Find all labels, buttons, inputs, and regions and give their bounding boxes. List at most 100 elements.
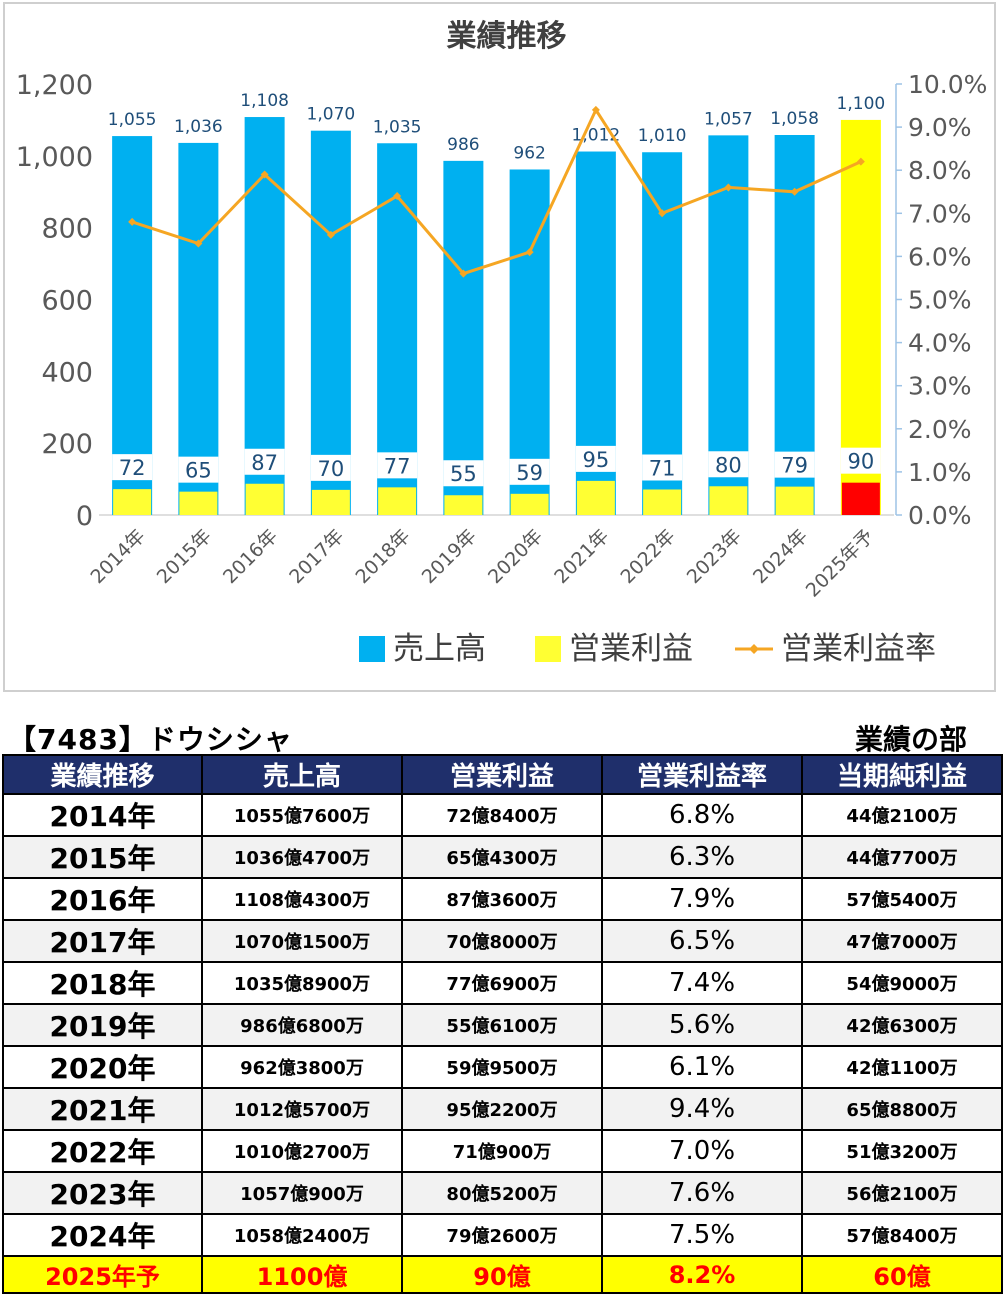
- table-cell: 2019年: [2, 1003, 203, 1047]
- table-header: 業績推移 売上高 営業利益 営業利益率 当期純利益: [2, 754, 1003, 795]
- table-cell: 7.0%: [601, 1129, 803, 1173]
- bar-sales-label: 1,100: [837, 94, 886, 114]
- table-row: 2018年 1035億8900万 77億6900万 7.4% 54億9000万: [2, 961, 1003, 1005]
- bar-operating-profit: [113, 489, 152, 515]
- point-operating-margin: [856, 157, 865, 166]
- point-operating-margin: [790, 187, 799, 196]
- table-cell: 70億8000万: [401, 919, 603, 963]
- legend-swatch-marker: [749, 644, 759, 654]
- bar-sales-label: 1,036: [174, 117, 223, 137]
- table-row: 2019年 986億6800万 55億6100万 5.6% 42億6300万: [2, 1003, 1003, 1047]
- bar-op-label-bg: [642, 454, 683, 481]
- header-operating-profit: 営業利益: [401, 754, 603, 795]
- table-cell: 2014年: [2, 793, 203, 837]
- bar-op-label-bg: [244, 448, 285, 475]
- bar-op-label-bg: [310, 454, 351, 481]
- table-cell: 962億3800万: [201, 1045, 403, 1089]
- bar-operating-profit: [245, 483, 284, 515]
- bar-sales-label: 1,070: [307, 105, 356, 125]
- table-cell: 47億7000万: [801, 919, 1003, 963]
- y-right-tick-label: 4.0%: [908, 329, 972, 358]
- table-cell: 7.4%: [601, 961, 803, 1005]
- bar-operating-profit: [378, 487, 417, 515]
- bar-operating-profit: [510, 493, 549, 515]
- table-cell: 77億6900万: [401, 961, 603, 1005]
- y-right-tick-label: 5.0%: [908, 286, 972, 315]
- y-left-tick-label: 800: [41, 214, 93, 245]
- bar-sales-label: 1,057: [704, 109, 753, 129]
- x-tick-label: 2023年: [683, 525, 746, 588]
- y-left-tick-label: 400: [41, 357, 93, 388]
- x-tick-label: 2020年: [484, 525, 547, 588]
- bar-operating-profit: [775, 486, 814, 515]
- forecast-cell: 2025年予: [2, 1255, 203, 1294]
- bar-operating-profit-label: 77: [384, 454, 411, 478]
- bar-operating-profit-label: 95: [583, 448, 610, 472]
- y-right-tick-label: 9.0%: [908, 113, 972, 142]
- bar-op-label-bg: [112, 454, 153, 481]
- forecast-row: 2025年予 1100億 90億 8.2% 60億: [2, 1255, 1003, 1294]
- header-sales: 売上高: [201, 754, 403, 795]
- bar-operating-profit: [444, 495, 483, 515]
- x-tick-label: 2022年: [616, 525, 679, 588]
- y-right-tick-label: 0.0%: [908, 501, 972, 530]
- x-tick-label: 2025年予: [802, 525, 879, 602]
- bar-operating-profit: [311, 489, 350, 515]
- bar-op-label-bg: [575, 445, 616, 472]
- bar-operating-profit: [576, 480, 615, 515]
- bar-operating-profit-label: 80: [715, 453, 742, 477]
- bar-operating-profit: [841, 482, 880, 515]
- forecast-cell: 60億: [801, 1255, 1003, 1294]
- bar-sales-label: 1,010: [638, 126, 687, 146]
- y-right-tick-label: 2.0%: [908, 415, 972, 444]
- header-net-income: 当期純利益: [801, 754, 1003, 795]
- x-tick-label: 2015年: [153, 525, 216, 588]
- x-tick-label: 2017年: [285, 525, 348, 588]
- y-right-tick-label: 3.0%: [908, 372, 972, 401]
- chart-frame: 業績推移 0 200 400 600 800 1,000 1,200 0.0% 1.0% 2.0% 3…: [3, 2, 996, 692]
- table-cell: 71億900万: [401, 1129, 603, 1173]
- table-cell: 2021年: [2, 1087, 203, 1131]
- table-cell: 2020年: [2, 1045, 203, 1089]
- legend-label-operating-margin: 営業利益率: [781, 631, 936, 667]
- bar-op-label-bg: [178, 456, 219, 483]
- bar-sales: [310, 130, 351, 516]
- point-operating-margin: [393, 192, 402, 201]
- y-right-tick-label: 7.0%: [908, 199, 972, 228]
- bar-op-label-bg: [443, 460, 484, 487]
- table-cell: 7.6%: [601, 1171, 803, 1215]
- bar-sales-label: 962: [513, 143, 545, 163]
- table-row: 2021年 1012億5700万 95億2200万 9.4% 65億8800万: [2, 1087, 1003, 1131]
- table-cell: 2018年: [2, 961, 203, 1005]
- bar-operating-profit: [709, 486, 748, 515]
- table-cell: 54億9000万: [801, 961, 1003, 1005]
- table-cell: 51億3200万: [801, 1129, 1003, 1173]
- table-row: 2017年 1070億1500万 70億8000万 6.5% 47億7000万: [2, 919, 1003, 963]
- table-cell: 57億5400万: [801, 877, 1003, 921]
- point-operating-margin: [326, 230, 335, 239]
- forecast-cell: 90億: [401, 1255, 603, 1294]
- table-cell: 59億9500万: [401, 1045, 603, 1089]
- table-cell: 6.3%: [601, 835, 803, 879]
- bar-operating-profit-label: 90: [848, 450, 875, 474]
- y-right-tick-label: 8.0%: [908, 156, 972, 185]
- table-cell: 1057億900万: [201, 1171, 403, 1215]
- point-operating-margin: [658, 209, 667, 218]
- table-cell: 2016年: [2, 877, 203, 921]
- legend-swatch-operating-profit: [535, 636, 561, 662]
- bar-op-label-bg: [774, 451, 815, 478]
- forecast-cell: 8.2%: [601, 1255, 803, 1294]
- bar-sales: [443, 160, 484, 515]
- chart-title: 業績推移: [447, 19, 567, 54]
- table-cell: 6.1%: [601, 1045, 803, 1089]
- table-cell: 2023年: [2, 1171, 203, 1215]
- header-period: 業績推移: [2, 754, 203, 795]
- table-cell: 72億8400万: [401, 793, 603, 837]
- table-cell: 80億5200万: [401, 1171, 603, 1215]
- table-cell: 6.5%: [601, 919, 803, 963]
- bar-sales-label: 1,058: [770, 109, 819, 129]
- table-row: 2020年 962億3800万 59億9500万 6.1% 42億1100万: [2, 1045, 1003, 1089]
- table-cell: 7.5%: [601, 1213, 803, 1257]
- legend-label-operating-profit: 営業利益: [569, 631, 693, 667]
- forecast-cell: 1100億: [201, 1255, 403, 1294]
